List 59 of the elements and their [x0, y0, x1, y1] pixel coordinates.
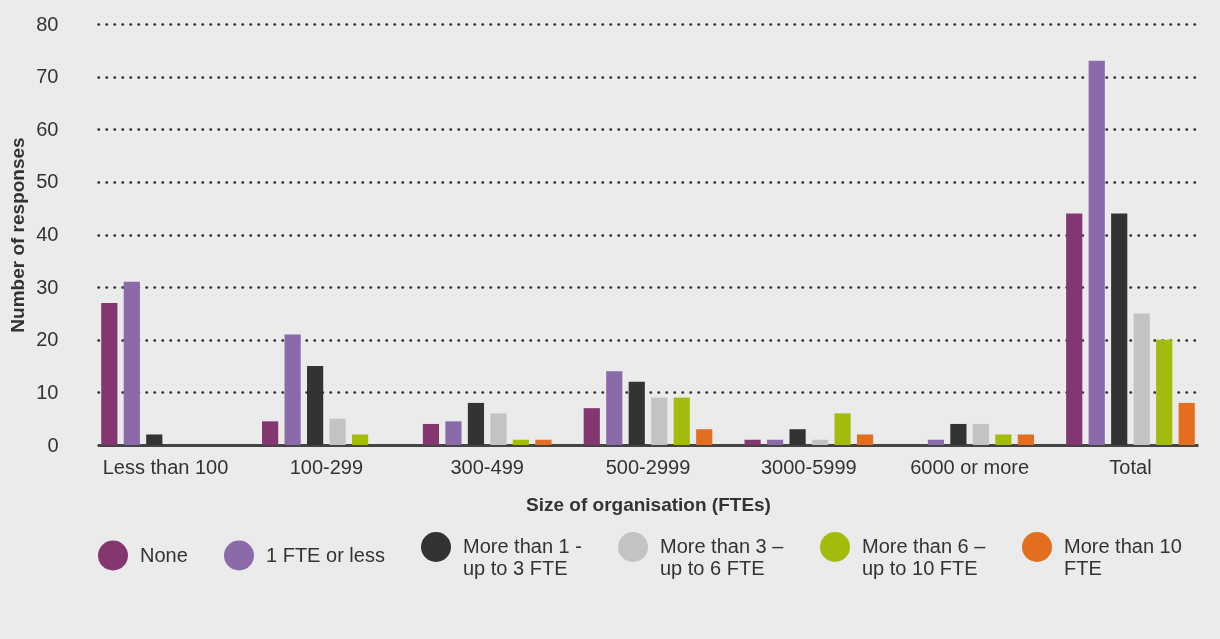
legend-label: None: [140, 543, 188, 566]
bar: [583, 408, 600, 445]
bar: [606, 371, 623, 445]
x-tick-label: Less than 100: [102, 455, 229, 478]
bar: [329, 418, 346, 445]
x-tick-label: Total: [1109, 455, 1152, 478]
y-tick-label: 60: [36, 117, 59, 140]
bar: [950, 423, 967, 445]
bar: [101, 302, 118, 445]
bar: [811, 439, 829, 445]
bar: [1133, 313, 1150, 445]
bar: [1066, 213, 1083, 445]
y-tick-label: 70: [36, 65, 59, 88]
x-axis-title: Size of organisation (FTEs): [526, 493, 771, 515]
bar: [352, 434, 369, 445]
bar: [673, 397, 690, 445]
bar: [651, 397, 668, 445]
y-tick-label: 10: [36, 380, 59, 403]
bar: [467, 402, 485, 445]
bar: [146, 434, 163, 445]
bar: [445, 421, 462, 445]
bar: [766, 439, 784, 445]
x-tick-label: 6000 or more: [910, 455, 1030, 478]
bar: [1178, 402, 1195, 445]
bar: [262, 421, 279, 445]
bar: [535, 439, 552, 445]
bar: [490, 413, 507, 445]
y-tick-label: 30: [36, 275, 59, 298]
legend-label: More than 1 - up to 3 FTE: [463, 535, 582, 579]
bar: [1156, 339, 1173, 445]
bar: [789, 429, 806, 445]
bar: [927, 439, 944, 445]
bar: [834, 413, 851, 445]
x-tick-label: 500-2999: [605, 455, 691, 478]
legend-label: 1 FTE or less: [266, 543, 385, 566]
legend-label: More than 10 FTE: [1064, 535, 1182, 579]
bar: [1111, 213, 1128, 445]
bar: [995, 434, 1012, 445]
bar: [284, 334, 301, 445]
bar: [123, 281, 140, 445]
bar: [856, 434, 874, 445]
x-tick-label: 3000-5999: [760, 455, 857, 478]
y-tick-label: 20: [36, 328, 59, 351]
y-tick-label: 40: [36, 223, 59, 245]
bar: [422, 423, 440, 445]
y-tick-label: 50: [36, 170, 59, 193]
bar: [1088, 60, 1105, 445]
y-tick-label: 0: [47, 433, 59, 456]
legend-label: More than 3 – up to 6 FTE: [660, 535, 785, 579]
y-axis-title: Number of responses: [7, 137, 29, 333]
x-tick-label: 300-499: [450, 455, 524, 478]
bar: [1017, 434, 1034, 445]
bar: [972, 423, 989, 445]
bar: [744, 439, 761, 445]
bar: [512, 439, 530, 445]
y-tick-label: 80: [36, 12, 59, 35]
x-tick-label: 100-299: [289, 455, 364, 478]
legend-label: More than 6 – up to 10 FTE: [862, 535, 987, 579]
bar: [696, 429, 713, 445]
